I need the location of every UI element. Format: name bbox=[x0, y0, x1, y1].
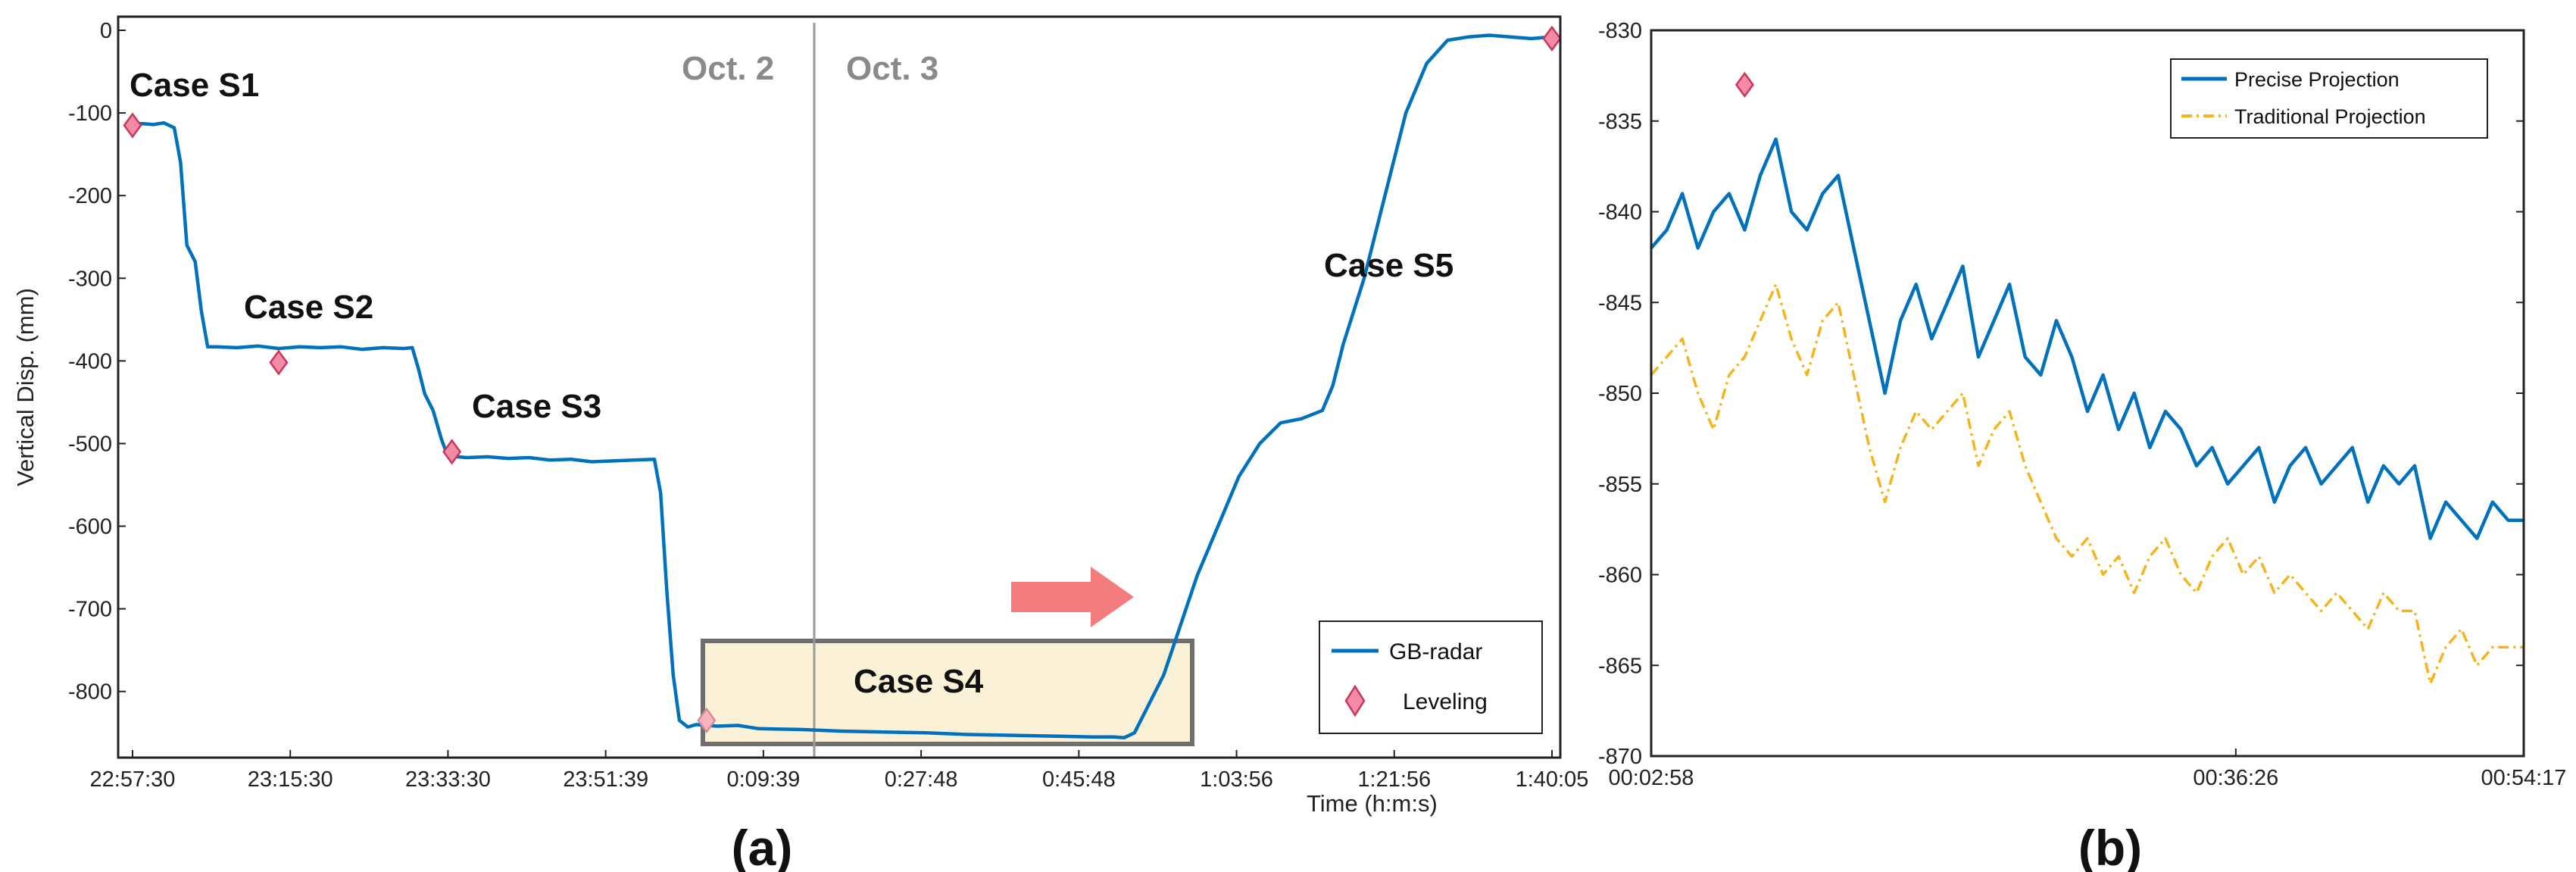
leveling-point bbox=[697, 707, 717, 734]
case-s1-label: Case S1 bbox=[130, 67, 259, 104]
panel-b-legend: Precise Projection Traditional Projectio… bbox=[2170, 58, 2488, 139]
x-tick-label: 23:51:39 bbox=[563, 767, 648, 792]
y-tick-label: -800 bbox=[68, 680, 112, 705]
legend-leveling-label: Leveling bbox=[1403, 689, 1488, 714]
panel-b-leveling-markers bbox=[1735, 71, 1754, 98]
case-s5-label: Case S5 bbox=[1324, 247, 1453, 284]
x-tick-label: 1:40:05 bbox=[1516, 767, 1589, 792]
x-tick-label: 00:02:58 bbox=[1609, 766, 1694, 790]
legend-traditional-label: Traditional Projection bbox=[2234, 105, 2426, 128]
y-tick-label: -870 bbox=[1598, 745, 1642, 769]
panel-a-x-axis-label: Time (h:m:s) bbox=[1307, 790, 1438, 817]
y-tick-label: -835 bbox=[1598, 110, 1642, 134]
leveling-point bbox=[269, 349, 289, 376]
panel-b-label: (b) bbox=[2078, 820, 2142, 872]
x-tick-label: 00:54:17 bbox=[2481, 766, 2567, 790]
leveling-point bbox=[123, 112, 142, 139]
y-tick-label: -200 bbox=[68, 184, 112, 208]
panel-b-x-ticks: 00:02:58 00:36:26 00:54:17 bbox=[1609, 749, 2567, 790]
x-tick-label: 0:09:39 bbox=[727, 767, 801, 792]
y-tick-label: -865 bbox=[1598, 654, 1642, 678]
panel-b-y-ticks: -830 -835 -840 -845 -850 -855 -860 -865 -870 bbox=[1598, 19, 2524, 769]
x-tick-label: 23:15:30 bbox=[248, 767, 333, 792]
y-tick-label: -850 bbox=[1598, 382, 1642, 406]
y-tick-label: -840 bbox=[1598, 201, 1642, 225]
case-s2-label: Case S2 bbox=[244, 289, 373, 326]
x-tick-label: 1:03:56 bbox=[1200, 767, 1273, 792]
x-tick-label: 00:36:26 bbox=[2193, 766, 2278, 790]
x-tick-label: 22:57:30 bbox=[90, 767, 176, 792]
panel-a-chart: 0 -100 -200 -300 -400 -500 -600 -700 -800 22:57:… bbox=[12, 15, 1589, 872]
case-s4-label: Case S4 bbox=[854, 663, 984, 700]
panel-b-series-group bbox=[1650, 137, 2524, 685]
panel-a-label: (a) bbox=[732, 820, 793, 872]
y-tick-label: -860 bbox=[1598, 564, 1642, 588]
y-tick-label: -700 bbox=[68, 598, 112, 622]
x-tick-label: 23:33:30 bbox=[405, 767, 491, 792]
right-arrow-icon bbox=[1011, 567, 1134, 627]
series-line-gb-radar bbox=[133, 33, 1553, 740]
x-tick-label: 0:27:48 bbox=[885, 767, 958, 792]
y-tick-label: -400 bbox=[68, 349, 112, 373]
panel-a-axes-frame bbox=[117, 15, 1562, 759]
case-s3-label: Case S3 bbox=[472, 388, 601, 425]
panel-a-leveling-markers bbox=[123, 25, 1562, 734]
date-label-oct-3: Oct. 3 bbox=[846, 50, 938, 87]
case-s4-highlight-box bbox=[701, 639, 1194, 746]
series-line-traditional bbox=[1650, 283, 2524, 685]
panel-a-y-axis-label: Vertical Disp. (mm) bbox=[12, 288, 39, 486]
panel-b-legend-box bbox=[2170, 58, 2488, 139]
panel-a-legend: GB-radar Leveling bbox=[1319, 620, 1543, 734]
date-label-oct-2: Oct. 2 bbox=[682, 50, 774, 87]
x-tick-label: 1:21:56 bbox=[1357, 767, 1431, 792]
panel-b-chart: -830 -835 -840 -845 -850 -855 -860 -865 -870 00:… bbox=[1598, 19, 2566, 872]
y-tick-label: -300 bbox=[68, 267, 112, 291]
panel-b-axes-frame bbox=[1650, 29, 2525, 758]
legend-gb-radar-label: GB-radar bbox=[1389, 639, 1482, 664]
panel-a-legend-box bbox=[1319, 620, 1543, 734]
y-tick-label: -855 bbox=[1598, 473, 1642, 497]
legend-leveling-diamond-icon bbox=[1344, 684, 1366, 717]
leveling-point bbox=[1542, 25, 1562, 52]
panel-a-y-ticks: 0 -100 -200 -300 -400 -500 -600 -700 -800 bbox=[68, 19, 126, 705]
series-line-precise bbox=[1650, 137, 2524, 540]
leveling-point bbox=[1735, 71, 1754, 98]
panel-a-x-ticks: 22:57:30 23:15:30 23:33:30 23:51:39 0:09:39 0… bbox=[90, 750, 1589, 792]
y-tick-label: -830 bbox=[1598, 19, 1642, 43]
y-tick-label: 0 bbox=[100, 19, 112, 43]
y-tick-label: -600 bbox=[68, 515, 112, 539]
panel-a-series-group bbox=[133, 33, 1553, 740]
x-tick-label: 0:45:48 bbox=[1042, 767, 1116, 792]
leveling-point bbox=[442, 439, 462, 465]
y-tick-label: -845 bbox=[1598, 291, 1642, 315]
y-tick-label: -100 bbox=[68, 102, 112, 126]
y-tick-label: -500 bbox=[68, 432, 112, 456]
legend-precise-label: Precise Projection bbox=[2234, 68, 2400, 91]
